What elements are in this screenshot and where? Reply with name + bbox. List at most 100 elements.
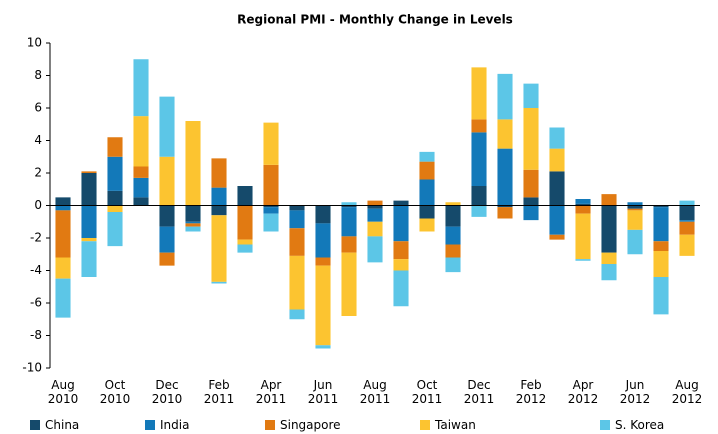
- bar-segment: [445, 226, 461, 245]
- bar-segment: [315, 205, 331, 224]
- bar-segment: [289, 309, 305, 320]
- bar-segment: [55, 205, 71, 211]
- legend-swatch: [600, 420, 610, 430]
- bar-segment: [289, 228, 305, 256]
- x-tick-label: Aug 2012: [671, 378, 703, 406]
- bar-segment: [55, 197, 71, 206]
- bar-segment: [471, 132, 487, 186]
- y-tick-label: 2: [34, 166, 42, 180]
- bar-segment: [263, 164, 279, 206]
- bar-segment: [679, 200, 695, 206]
- bar-segment: [575, 199, 591, 204]
- bar-segment: [289, 205, 305, 211]
- bar-segment: [653, 207, 669, 242]
- bar-segment: [653, 241, 669, 251]
- bar-segment: [185, 223, 201, 227]
- chart-title: Regional PMI - Monthly Change in Levels: [237, 13, 513, 27]
- bar-segment: [549, 171, 565, 206]
- bar-segment: [627, 205, 643, 209]
- bar-segment: [393, 270, 409, 307]
- bar-segment: [81, 171, 97, 173]
- bar-segment: [81, 205, 97, 238]
- bar-segment: [367, 221, 383, 237]
- bar-segment: [341, 205, 357, 208]
- bar-segment: [393, 241, 409, 260]
- bar-segment: [263, 205, 279, 208]
- bar-segment: [393, 205, 409, 242]
- legend-label: S. Korea: [615, 418, 665, 432]
- bar-segment: [627, 202, 643, 206]
- bar-segment: [445, 202, 461, 206]
- bar-segment: [575, 259, 591, 261]
- y-tick-label: -4: [30, 263, 42, 277]
- bar-segment: [445, 244, 461, 258]
- legend-swatch: [420, 420, 430, 430]
- bar-segment: [549, 234, 565, 240]
- bar-segment: [55, 278, 71, 318]
- y-tick-label: 8: [34, 68, 42, 82]
- bar-segment: [497, 148, 513, 206]
- x-tick-label: Apr 2011: [255, 378, 287, 406]
- bar-segment: [185, 221, 201, 224]
- bar-segment: [237, 186, 253, 206]
- bar-segment: [367, 236, 383, 263]
- bar-segment: [471, 119, 487, 133]
- bar-segment: [679, 220, 695, 222]
- bar-segment: [341, 207, 357, 237]
- x-tick-label: Dec 2011: [463, 378, 495, 406]
- bar-segment: [107, 190, 123, 206]
- legend-entry: Singapore: [265, 418, 341, 432]
- legend-entry: China: [30, 418, 79, 432]
- y-tick-label: -6: [30, 296, 42, 310]
- bar-segment: [289, 210, 305, 229]
- bar-segment: [159, 252, 175, 266]
- bar-segment: [627, 210, 643, 230]
- bar-segment: [523, 108, 539, 170]
- legend-swatch: [145, 420, 155, 430]
- y-tick-label: -2: [30, 231, 42, 245]
- bar-segment: [653, 251, 669, 277]
- bar-segment: [679, 205, 695, 221]
- bar-segment: [107, 137, 123, 157]
- y-tick-label: 0: [34, 198, 42, 212]
- bar-segment: [549, 148, 565, 172]
- y-tick-label: -8: [30, 328, 42, 342]
- bar-segment: [549, 127, 565, 149]
- bar-segment: [185, 205, 201, 222]
- x-tick-label: Jun 2011: [307, 378, 339, 406]
- legend-label: India: [160, 418, 190, 432]
- bar-segment: [497, 207, 513, 219]
- x-tick-label: Oct 2011: [411, 378, 443, 406]
- bar-segment: [419, 151, 435, 162]
- bar-segment: [159, 226, 175, 253]
- bar-segment: [549, 205, 565, 235]
- bar-segment: [315, 345, 331, 349]
- bar-segment: [419, 179, 435, 206]
- y-tick-label: 4: [34, 133, 42, 147]
- bar-segment: [133, 59, 149, 117]
- bar-segment: [81, 173, 97, 206]
- bar-segment: [315, 265, 331, 346]
- bar-segment: [367, 208, 383, 222]
- x-tick-label: Feb 2011: [203, 378, 235, 406]
- bar-segment: [497, 205, 513, 208]
- bar-segment: [159, 156, 175, 206]
- bar-segment: [601, 194, 617, 206]
- legend-entry: India: [145, 418, 189, 432]
- bar-segment: [341, 252, 357, 316]
- bar-segment: [419, 161, 435, 180]
- bar-segment: [159, 96, 175, 157]
- legend-label: China: [45, 418, 80, 432]
- bar-segment: [315, 257, 331, 266]
- bar-segment: [523, 83, 539, 108]
- bar-segment: [471, 205, 487, 217]
- bar-segment: [419, 205, 435, 219]
- bar-segment: [211, 215, 227, 282]
- bar-segment: [107, 156, 123, 191]
- bar-segment: [393, 259, 409, 271]
- bar-segment: [575, 213, 591, 260]
- bar-segment: [653, 205, 669, 208]
- legend-label: Singapore: [280, 418, 341, 432]
